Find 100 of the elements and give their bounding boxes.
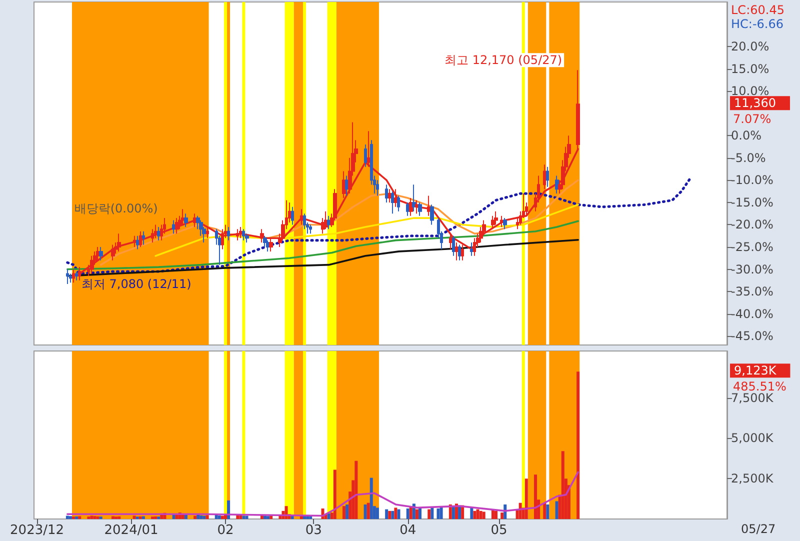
candlestick (266, 240, 270, 252)
bar (476, 509, 480, 519)
candlestick (376, 180, 379, 196)
candlestick (263, 235, 267, 248)
bar (175, 514, 178, 519)
text: 7.07% (733, 112, 772, 126)
candlestick (69, 273, 72, 284)
bar (500, 512, 504, 519)
bar (370, 478, 373, 519)
bar (366, 502, 370, 519)
bar (242, 516, 246, 519)
candlestick (291, 206, 294, 226)
candlestick (364, 144, 367, 168)
candlestick (72, 268, 75, 284)
candlestick (206, 226, 209, 239)
annotation: 배당락(0.00%) (74, 202, 158, 216)
candlestick (309, 224, 312, 234)
text: LC:60.45 (731, 3, 784, 17)
bar (388, 510, 392, 519)
candlestick (139, 230, 142, 248)
bar (264, 516, 266, 519)
candlestick (96, 246, 100, 261)
x-tick-label: 2024/01 (104, 523, 158, 538)
bar (206, 515, 209, 519)
candlestick (133, 235, 136, 248)
bar (479, 510, 482, 519)
bar (576, 372, 580, 519)
candlestick (388, 188, 391, 203)
bar (118, 516, 121, 519)
candlestick (193, 213, 197, 228)
candlestick (342, 170, 346, 198)
text: 11,360 (734, 96, 776, 110)
y-tick-label: -15.0% (731, 195, 774, 210)
candlestick (151, 228, 154, 244)
bar (494, 510, 498, 519)
x-tick-label: 05 (490, 523, 508, 538)
annotation: 최저 7,080 (12/11) (81, 276, 192, 291)
candlestick (324, 210, 328, 230)
candlestick (458, 244, 461, 261)
y-tick-label: 15.0% (731, 62, 770, 76)
candlestick (269, 238, 273, 252)
y-tick-label: 10.0% (731, 84, 770, 98)
bar (397, 509, 400, 519)
candlestick (327, 215, 331, 230)
candlestick (66, 268, 69, 284)
y-tick-label: -20.0% (731, 218, 774, 232)
text: 9,123K (734, 364, 778, 378)
candlestick (142, 230, 145, 246)
candlestick (260, 228, 264, 244)
bar (66, 516, 69, 519)
candlestick (418, 202, 422, 216)
bar (194, 516, 197, 519)
bar (138, 516, 142, 519)
candlestick (184, 213, 188, 228)
bar (112, 516, 115, 519)
candlestick (455, 242, 458, 261)
x-tick-label: 03 (305, 523, 322, 538)
line-series (66, 220, 579, 270)
bar (376, 508, 379, 519)
bar (154, 516, 158, 519)
x-tick-label: 2023/12 (10, 523, 64, 538)
bar (75, 516, 78, 519)
bar (385, 509, 388, 519)
candlestick (181, 208, 185, 226)
bar (430, 508, 434, 519)
candlestick (473, 238, 476, 256)
candlestick (461, 244, 464, 261)
y-tick-label: -45.0% (731, 329, 774, 344)
bar (482, 512, 486, 519)
bar (220, 516, 224, 519)
candlestick (300, 208, 303, 226)
bar (555, 501, 558, 519)
y-tick-label: 2,500K (731, 472, 774, 486)
bar (418, 508, 422, 519)
candlestick (415, 200, 419, 214)
bar (473, 510, 476, 519)
candlestick (99, 246, 103, 261)
bar (184, 514, 188, 519)
bar (428, 509, 431, 519)
text: 05/27 (741, 522, 776, 536)
bar (202, 516, 206, 519)
y-tick-label: -35.0% (731, 284, 774, 299)
candlestick (245, 233, 249, 244)
bar (142, 516, 145, 519)
bar (394, 508, 398, 519)
bar (266, 516, 270, 519)
candlestick (491, 215, 495, 230)
y-tick-label: -25.0% (731, 240, 774, 254)
bar (452, 506, 455, 519)
candlestick (427, 195, 431, 216)
bar (196, 514, 200, 519)
candlestick (409, 198, 413, 216)
bar (440, 506, 443, 519)
candlestick (111, 244, 115, 261)
annotation: 최고 12,170 (05/27) (444, 53, 562, 68)
candlestick (452, 235, 455, 256)
bar (491, 510, 494, 519)
x-tick-label: 04 (400, 523, 416, 538)
bar (200, 515, 203, 519)
candlestick (412, 184, 416, 212)
